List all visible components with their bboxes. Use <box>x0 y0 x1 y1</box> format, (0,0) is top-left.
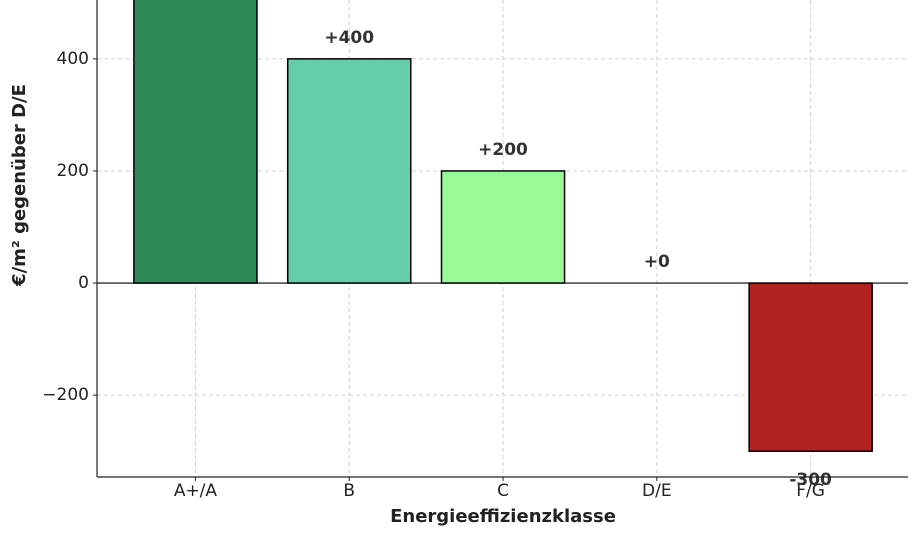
y-tick-label: 400 <box>57 49 89 69</box>
x-axis-title: Energieeffizienzklasse <box>390 506 616 527</box>
y-tick-label: 0 <box>78 273 89 293</box>
x-tick-label: F/G <box>796 481 825 501</box>
y-axis-title: €/m² gegenüber D/E <box>9 84 30 287</box>
y-tick-label: 200 <box>57 161 89 181</box>
x-tick-label: C <box>497 481 509 501</box>
x-tick-label: D/E <box>642 481 672 501</box>
x-tick-label: A+/A <box>174 481 218 501</box>
bar <box>440 170 566 284</box>
value-label: +400 <box>324 28 374 48</box>
bar <box>133 0 258 284</box>
value-label: -300 <box>789 470 832 490</box>
bar <box>748 282 873 452</box>
x-tick-label: B <box>343 481 355 501</box>
value-label: +200 <box>478 140 528 160</box>
value-label: +0 <box>644 252 670 272</box>
bar <box>286 58 412 284</box>
y-tick-label: −200 <box>42 385 89 405</box>
